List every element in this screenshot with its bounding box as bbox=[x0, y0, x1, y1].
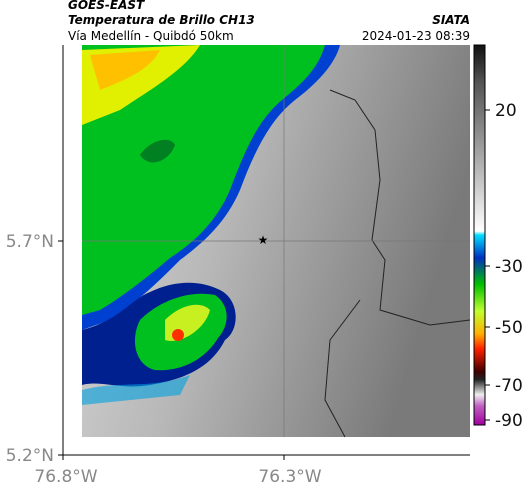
location-star: ★ bbox=[258, 233, 269, 247]
borders bbox=[324, 89, 471, 438]
subtitle: Temperatura de Brillo CH13 bbox=[68, 13, 255, 27]
colorbar-label: -90 bbox=[495, 411, 523, 431]
lat-label: 5.2°N bbox=[6, 446, 54, 466]
cloud-orange bbox=[90, 50, 160, 90]
lat-label: 5.7°N bbox=[6, 232, 54, 252]
location: Vía Medellín - Quibdó 50km bbox=[68, 29, 234, 43]
colorbar-ticks: 20 -30 -50 -70 -90 bbox=[485, 101, 523, 431]
datetime: 2024-01-23 08:39 bbox=[362, 29, 470, 43]
cloud-edge bbox=[82, 375, 190, 405]
colorbar-label: -30 bbox=[495, 257, 523, 277]
satellite-image: ★ bbox=[82, 45, 471, 438]
cloud-core bbox=[140, 139, 175, 163]
colorbar-label: -50 bbox=[495, 318, 523, 338]
lon-label: 76.3°W bbox=[258, 467, 321, 487]
lon-label: 76.8°W bbox=[34, 467, 97, 487]
colorbar-label: -70 bbox=[495, 376, 523, 396]
colorbar-label: 20 bbox=[495, 101, 517, 121]
title: GOES-EAST bbox=[68, 0, 145, 12]
cloud-green bbox=[82, 45, 325, 315]
storm-core bbox=[172, 329, 184, 341]
source: SIATA bbox=[432, 13, 470, 27]
colorbar bbox=[473, 44, 486, 426]
